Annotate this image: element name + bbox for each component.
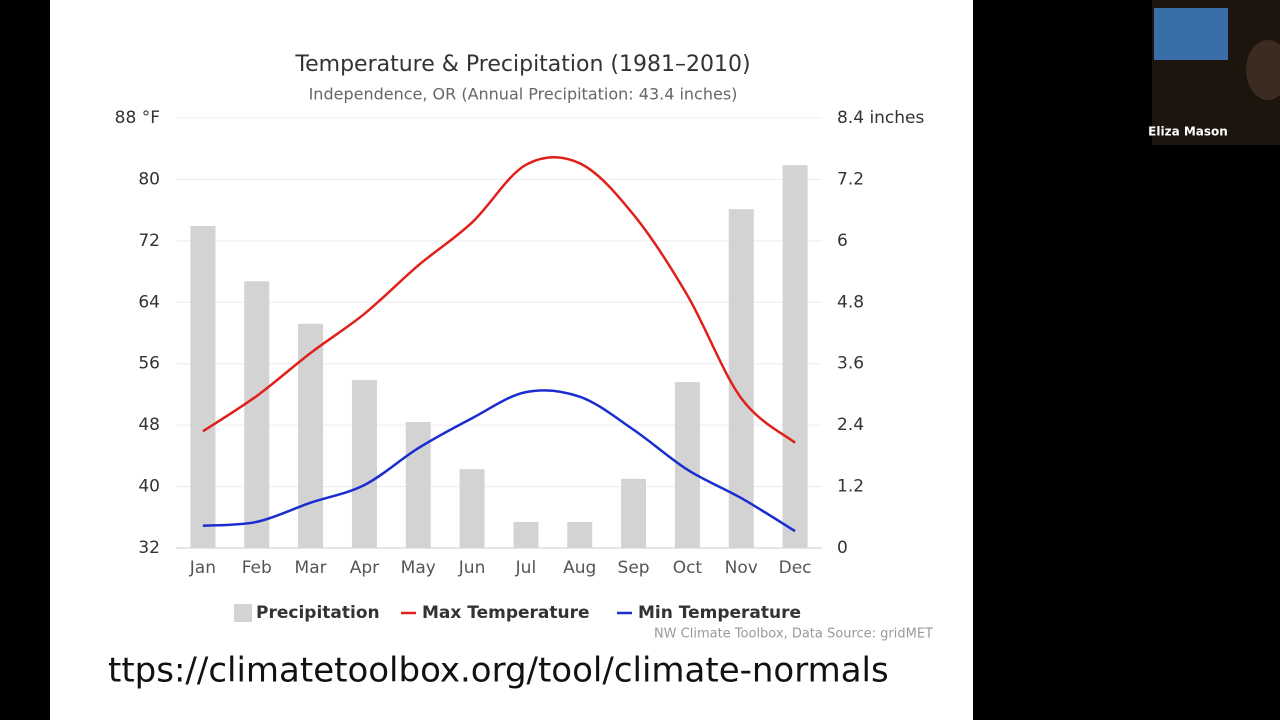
x-tick-label: Sep bbox=[618, 558, 650, 578]
y-tick-label: 40 bbox=[138, 477, 160, 497]
legend-label: Precipitation bbox=[256, 603, 380, 623]
person bbox=[1246, 40, 1280, 100]
y2-tick-label: 1.2 bbox=[837, 477, 864, 497]
x-tick-label: Oct bbox=[673, 558, 703, 578]
y-tick-label: 88 °F bbox=[115, 108, 160, 128]
x-tick-label: Dec bbox=[779, 558, 812, 578]
chart-credit: NW Climate Toolbox, Data Source: gridMET bbox=[654, 627, 933, 642]
chart-subtitle: Independence, OR (Annual Precipitation: … bbox=[309, 85, 738, 104]
participant-name: Eliza Mason bbox=[1148, 125, 1228, 139]
bar bbox=[351, 380, 377, 548]
bar bbox=[459, 469, 485, 548]
y2-tick-label: 0 bbox=[837, 538, 848, 558]
x-tick-label: May bbox=[401, 558, 436, 578]
y2-tick-label: 7.2 bbox=[837, 169, 864, 189]
legend-label: Min Temperature bbox=[638, 603, 801, 623]
bar bbox=[190, 226, 216, 548]
y2-tick-label: 3.6 bbox=[837, 354, 864, 374]
y-tick-label: 64 bbox=[138, 292, 160, 312]
x-tick-label: Jun bbox=[458, 558, 486, 578]
bar bbox=[567, 521, 593, 548]
participant-tile[interactable]: Eliza Mason bbox=[1148, 0, 1280, 145]
y2-tick-label: 8.4 inches bbox=[837, 108, 925, 128]
x-tick-label: Aug bbox=[563, 558, 596, 578]
y-tick-label: 80 bbox=[138, 169, 160, 189]
legend-label: Max Temperature bbox=[422, 603, 590, 623]
y2-tick-label: 2.4 bbox=[837, 415, 864, 435]
url-caption: ttps://climatetoolbox.org/tool/climate-n… bbox=[108, 651, 889, 691]
chart: 32 40 48 56 64 72 80 88 °F 0 1.2 2.4 3.6 4.8 6 7.2 8.4 … bbox=[115, 108, 925, 623]
background-picture bbox=[1154, 8, 1228, 60]
y-tick-label: 56 bbox=[138, 354, 160, 374]
bar bbox=[621, 478, 647, 548]
y-tick-label: 32 bbox=[138, 538, 160, 558]
x-tick-label: Jan bbox=[189, 558, 216, 578]
bar bbox=[244, 281, 270, 548]
bar bbox=[405, 422, 431, 548]
bar bbox=[782, 165, 808, 548]
x-tick-label: Mar bbox=[295, 558, 327, 578]
x-tick-label: Nov bbox=[725, 558, 758, 578]
bar bbox=[513, 521, 539, 548]
y2-tick-label: 6 bbox=[837, 231, 848, 251]
bar bbox=[728, 209, 754, 548]
x-tick-label: Jul bbox=[515, 558, 537, 578]
line bbox=[202, 389, 796, 533]
legend-swatch bbox=[234, 604, 252, 622]
y-tick-label: 72 bbox=[138, 231, 160, 251]
x-tick-label: Feb bbox=[242, 558, 272, 578]
bar bbox=[298, 323, 324, 548]
chart-title: Temperature & Precipitation (1981–2010) bbox=[294, 52, 750, 77]
y-tick-label: 48 bbox=[138, 415, 160, 435]
y2-tick-label: 4.8 bbox=[837, 292, 864, 312]
line bbox=[202, 156, 796, 444]
x-tick-label: Apr bbox=[350, 558, 379, 578]
